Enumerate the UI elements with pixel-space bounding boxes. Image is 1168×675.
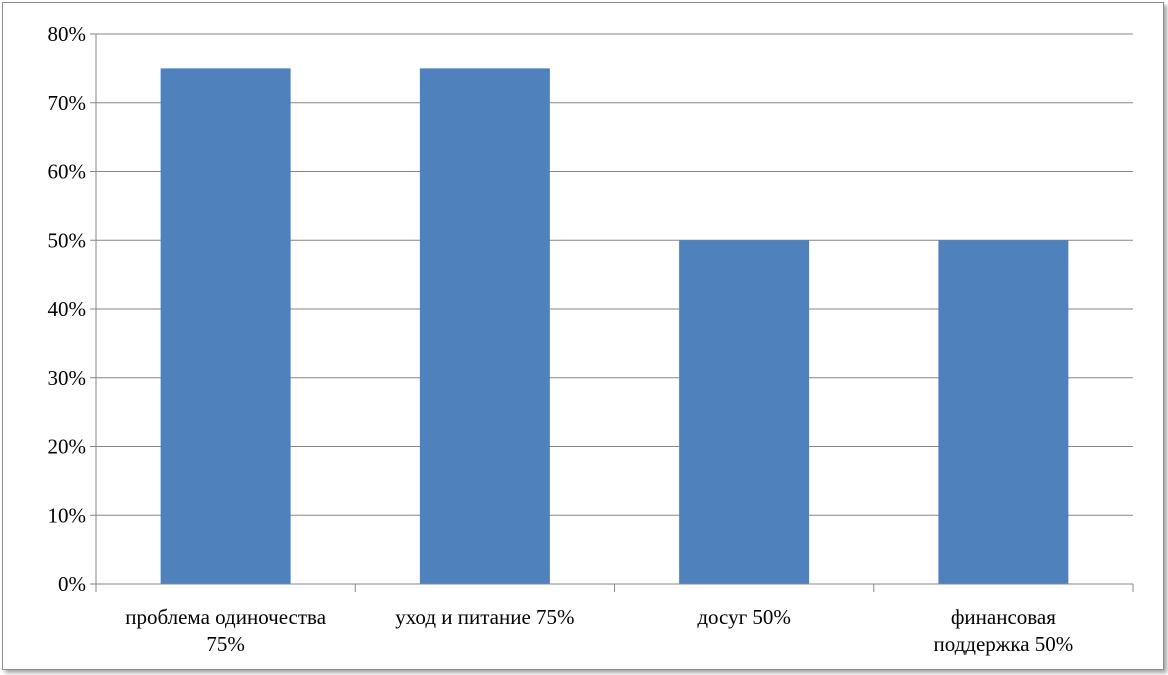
x-category-label-0-line-1: 75% [206, 632, 245, 656]
y-tick-label-6: 60% [48, 160, 87, 184]
x-category-label-1: уход и питание 75% [395, 605, 574, 629]
y-tick-labels: 0% 10% 20% 30% 40% 50% 60% 70% 80% [48, 22, 87, 596]
bar-3 [938, 240, 1069, 584]
bar-0 [160, 68, 291, 584]
y-tick-label-8: 80% [48, 22, 87, 46]
y-tick-label-2: 20% [48, 435, 87, 459]
x-category-label-2-line-0: досуг 50% [697, 605, 791, 629]
x-category-label-0: проблема одиночества 75% [125, 605, 326, 656]
y-tick-label-1: 10% [48, 503, 87, 527]
y-tick-label-4: 40% [48, 297, 87, 321]
x-category-label-0-line-0: проблема одиночества [125, 605, 326, 629]
y-tick-label-5: 50% [48, 228, 87, 252]
y-tick-label-3: 30% [48, 366, 87, 390]
bar-2 [679, 240, 810, 584]
axes [90, 33, 1134, 592]
bar-1 [419, 68, 550, 584]
y-tick-label-0: 0% [58, 572, 86, 596]
x-category-label-3: финансовая поддержка 50% [933, 605, 1073, 656]
y-tick-label-7: 70% [48, 91, 87, 115]
x-category-label-1-line-0: уход и питание 75% [395, 605, 574, 629]
bars [160, 68, 1069, 584]
x-category-label-2: досуг 50% [697, 605, 791, 629]
x-category-label-3-line-0: финансовая [951, 605, 1056, 629]
x-category-label-3-line-1: поддержка 50% [933, 632, 1073, 656]
x-category-labels: проблема одиночества 75% уход и питание 75… [125, 605, 1073, 656]
